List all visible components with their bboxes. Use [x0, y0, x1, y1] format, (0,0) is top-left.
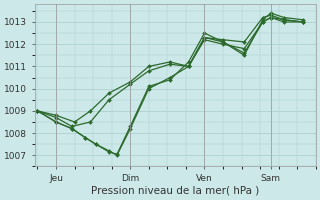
- X-axis label: Pression niveau de la mer( hPa ): Pression niveau de la mer( hPa ): [91, 186, 260, 196]
